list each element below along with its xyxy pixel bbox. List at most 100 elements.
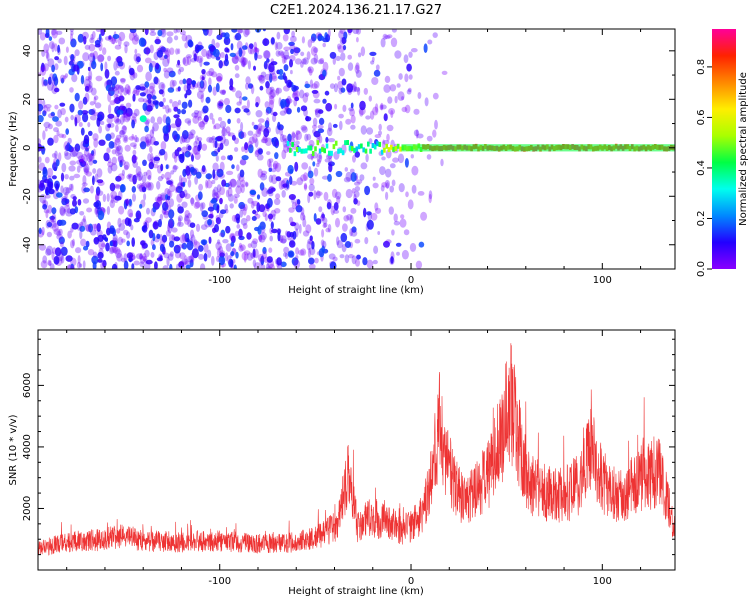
spectrogram-noise-mark xyxy=(129,29,137,34)
spectrogram-noise-mark xyxy=(266,151,271,156)
spectrogram-noise-mark xyxy=(147,94,151,99)
spectrogram-noise-mark xyxy=(336,236,340,246)
spectrogram-noise-mark xyxy=(208,77,212,86)
spectrogram-noise-mark xyxy=(119,103,125,112)
spectrogram-noise-mark xyxy=(197,191,203,201)
spectrogram-noise-mark xyxy=(60,77,65,84)
spectrogram-noise-mark xyxy=(65,202,70,207)
spectrogram-noise-mark xyxy=(76,151,83,159)
spectrogram-noise-mark xyxy=(208,68,215,76)
spectrogram-noise-mark xyxy=(148,161,154,170)
spectrogram-noise-mark xyxy=(75,247,82,254)
spectrogram-noise-mark xyxy=(131,112,138,119)
spectrogram-noise-mark xyxy=(92,159,98,164)
spectrogram-noise-mark xyxy=(156,180,161,190)
spectrogram-noise-mark xyxy=(264,73,272,81)
spectrogram-noise-mark xyxy=(221,179,227,187)
spectrogram-noise-mark xyxy=(304,83,311,89)
y-tick-label: 20 xyxy=(22,93,33,106)
x-tick-label: 0 xyxy=(408,275,414,286)
spectrogram-noise-mark xyxy=(287,133,292,143)
spectrogram-noise-mark xyxy=(125,102,132,109)
spectrogram-noise-mark xyxy=(138,37,146,47)
y-tick-label: -20 xyxy=(22,188,33,204)
spectrogram-noise-mark xyxy=(267,187,274,193)
spectrogram-noise-mark xyxy=(233,196,238,204)
spectrogram-signal-mark xyxy=(311,151,315,156)
spectrogram-noise-mark xyxy=(79,230,83,240)
spectrogram-noise-mark xyxy=(135,253,143,260)
spectrogram-noise-mark xyxy=(51,29,58,39)
spectrogram-noise-mark xyxy=(190,129,196,136)
spectrogram-noise-mark xyxy=(163,67,168,73)
spectrogram-noise-mark xyxy=(81,182,88,187)
spectrogram-noise-mark xyxy=(288,194,296,200)
spectrogram-noise-mark xyxy=(403,54,409,64)
spectrogram-noise-mark xyxy=(54,63,59,71)
spectrogram-noise-mark xyxy=(292,46,299,56)
spectrogram-noise-mark xyxy=(88,159,94,166)
spectrogram-noise-mark xyxy=(295,133,299,141)
spectrogram-noise-mark xyxy=(274,152,279,160)
spectrogram-noise-mark xyxy=(126,89,130,95)
spectrogram-noise-mark xyxy=(169,179,174,186)
spectrogram-noise-mark xyxy=(106,193,110,202)
spectrogram-noise-mark xyxy=(291,92,298,99)
spectrogram-signal-mark xyxy=(364,148,368,154)
spectrogram-noise-mark xyxy=(113,183,121,188)
spectrogram-noise-mark xyxy=(279,127,284,136)
spectrogram-noise-mark xyxy=(271,75,278,82)
spectrogram-noise-mark xyxy=(184,255,188,265)
spectrogram-signal-mark xyxy=(344,140,347,146)
spectrogram-noise-mark xyxy=(42,255,48,264)
spectrogram-noise-mark xyxy=(64,152,72,160)
spectrogram-signal-mark xyxy=(396,143,400,149)
spectrogram-noise-mark xyxy=(233,264,237,269)
spectrogram-noise-mark xyxy=(189,222,196,228)
spectrogram-noise-mark xyxy=(169,198,175,208)
spectrogram-noise-mark xyxy=(44,126,48,132)
spectrogram-noise-mark xyxy=(45,49,49,59)
spectrogram-noise-mark xyxy=(132,155,138,161)
spectrogram-noise-mark xyxy=(241,251,249,261)
spectrogram-noise-mark xyxy=(59,219,67,226)
spectrogram-noise-mark xyxy=(257,168,263,178)
spectrogram-noise-mark xyxy=(238,131,245,140)
spectrogram-noise-mark xyxy=(147,182,154,191)
spectrogram-noise-mark xyxy=(230,235,236,244)
spectrogram-noise-mark xyxy=(144,133,152,144)
colorbar-tick-label: 0.0 xyxy=(696,261,707,277)
spectrogram-noise-mark xyxy=(312,117,318,127)
spectrogram-noise-mark xyxy=(96,168,103,178)
spectrogram-noise-mark xyxy=(394,50,402,59)
spectrogram-noise-mark xyxy=(350,229,358,237)
spectrogram-noise-mark xyxy=(198,86,206,93)
spectrogram-noise-mark xyxy=(52,222,59,232)
spectrogram-noise-mark xyxy=(182,181,186,187)
spectrogram-noise-mark xyxy=(123,164,129,171)
spectrogram-noise-mark xyxy=(157,175,163,182)
spectrogram-noise-mark xyxy=(95,193,100,202)
spectrogram-noise-mark xyxy=(314,109,319,116)
spectrogram-noise-mark xyxy=(184,42,189,49)
spectrogram-noise-mark xyxy=(132,160,138,168)
spectrogram-noise-mark xyxy=(38,227,42,234)
spectrogram-noise-mark xyxy=(81,110,89,115)
spectrogram-noise-mark xyxy=(135,85,141,90)
spectrogram-noise-mark xyxy=(133,218,140,223)
y-tick-label: 0 xyxy=(22,145,33,151)
spectrogram-noise-mark xyxy=(165,48,171,58)
spectrogram-noise-mark xyxy=(156,196,164,201)
spectrogram-noise-mark xyxy=(132,32,138,37)
spectrogram-noise-mark xyxy=(125,107,133,117)
spectrogram-noise-mark xyxy=(300,125,307,131)
spectrogram-signal-mark xyxy=(334,140,338,146)
x-tick-label: 100 xyxy=(593,576,612,587)
spectrogram-noise-mark xyxy=(253,65,256,71)
spectrogram-noise-mark xyxy=(145,259,153,265)
spectrogram-noise-mark xyxy=(393,213,398,222)
spectrogram-noise-mark xyxy=(196,90,205,100)
spectrogram-noise-mark xyxy=(146,182,152,191)
spectrogram-noise-mark xyxy=(191,112,199,118)
spectrogram-noise-mark xyxy=(351,188,356,194)
